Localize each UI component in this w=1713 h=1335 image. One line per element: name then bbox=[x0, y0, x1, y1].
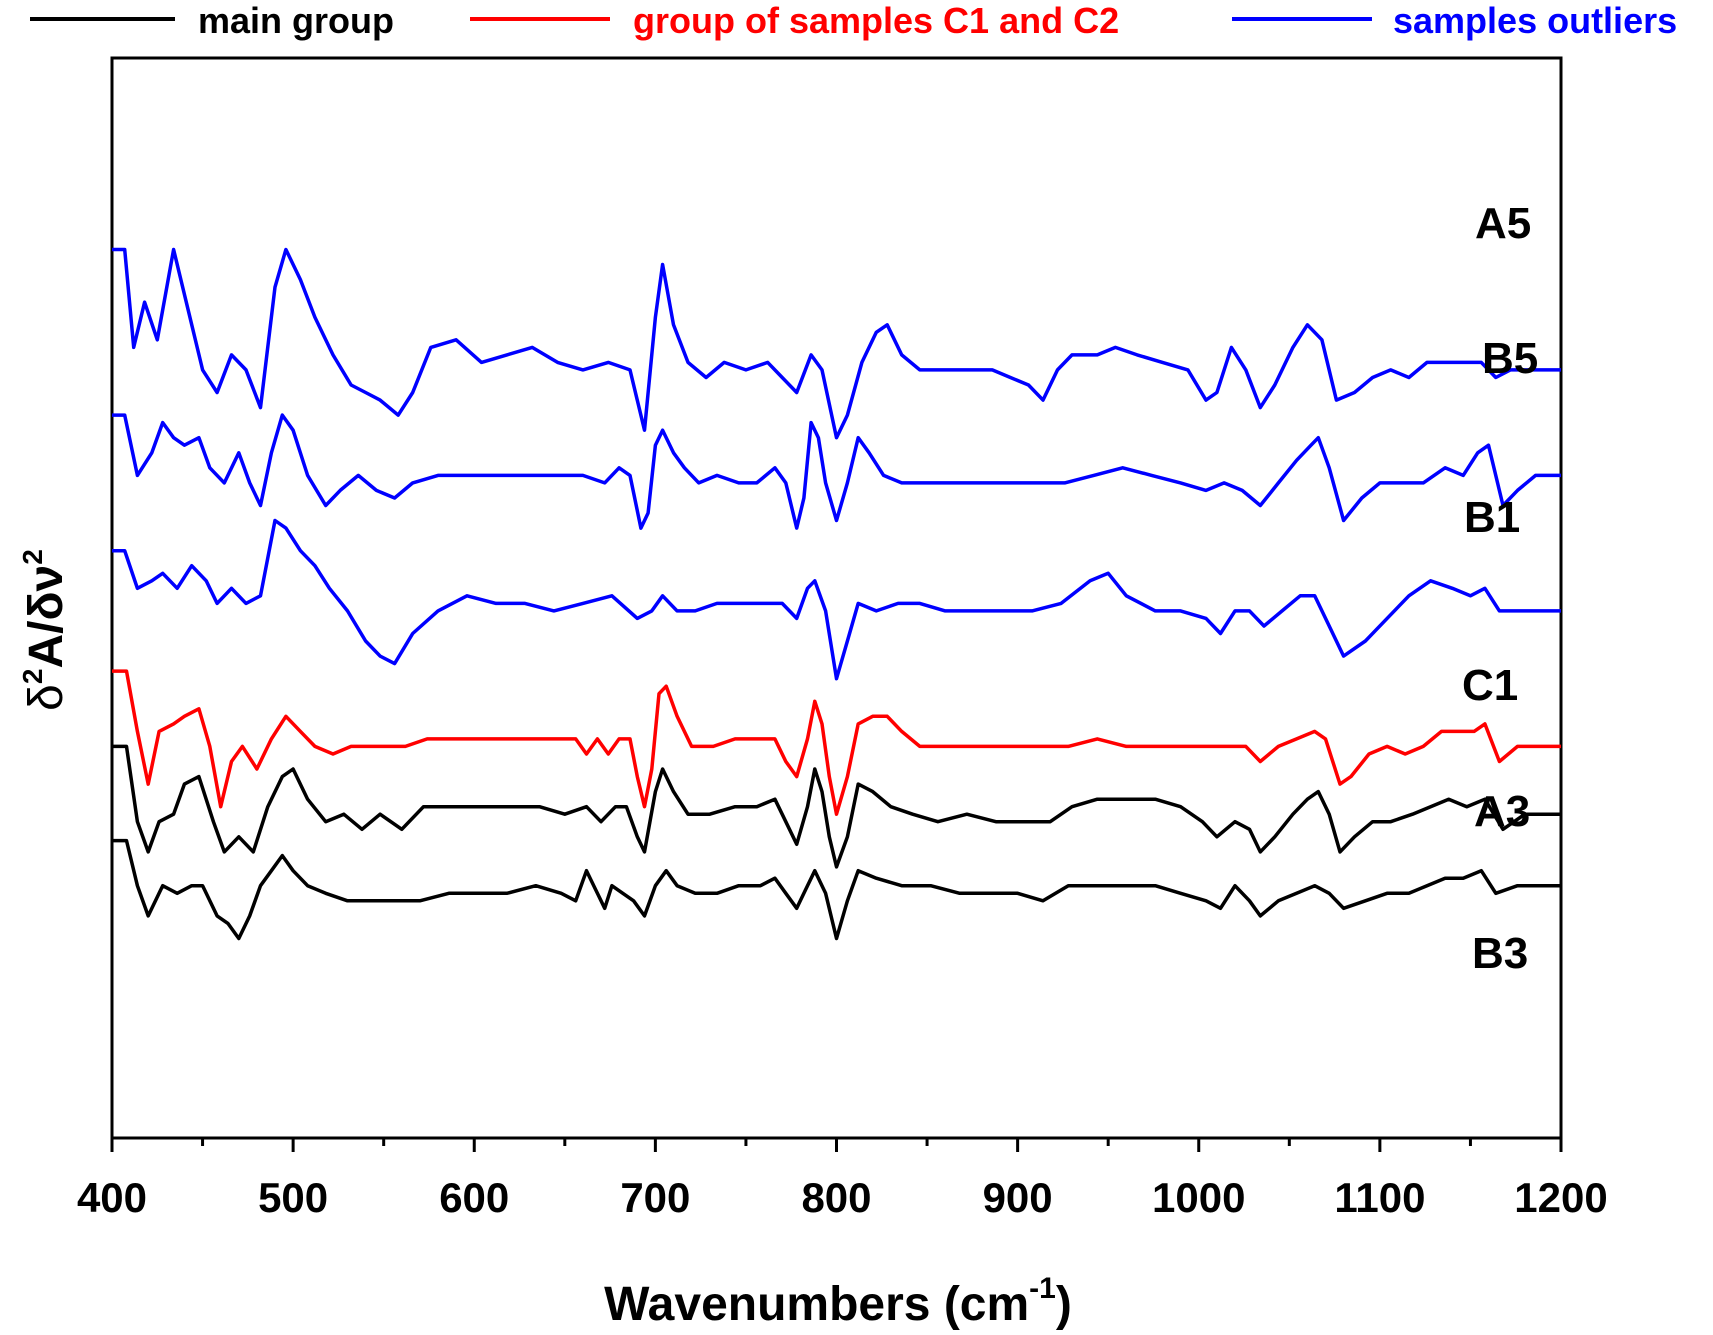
x-tick-label-700: 700 bbox=[620, 1174, 690, 1221]
y-axis-title: δ2A/δν2 bbox=[17, 549, 73, 711]
x-axis-tick-labels: 400 500 600 700 800 900 1000 1100 1200 bbox=[77, 1174, 1608, 1221]
x-tick-label-800: 800 bbox=[801, 1174, 871, 1221]
series-label-c1: C1 bbox=[1462, 661, 1518, 710]
x-tick-label-400: 400 bbox=[77, 1174, 147, 1221]
x-axis-title: Wavenumbers (cm-1) bbox=[604, 1272, 1072, 1331]
series-line-a5 bbox=[112, 247, 1561, 440]
series-label-a5: A5 bbox=[1475, 199, 1531, 248]
legend-label-outliers: samples outliers bbox=[1393, 0, 1677, 41]
legend-label-main-group: main group bbox=[198, 0, 394, 41]
series-line-b1 bbox=[112, 518, 1561, 681]
x-axis-title-superscript: -1 bbox=[1029, 1272, 1056, 1305]
series-label-b1: B1 bbox=[1464, 493, 1520, 542]
legend: main group group of samples C1 and C2 sa… bbox=[30, 0, 1677, 41]
series-label-a3: A3 bbox=[1474, 787, 1530, 836]
x-axis-ticks bbox=[110, 1138, 1563, 1152]
x-tick-label-1100: 1100 bbox=[1334, 1174, 1425, 1221]
series-labels: A5 B5 B1 C1 A3 B3 bbox=[1462, 199, 1538, 978]
series-label-b5: B5 bbox=[1482, 334, 1538, 383]
x-tick-label-900: 900 bbox=[983, 1174, 1053, 1221]
legend-label-c1-c2: group of samples C1 and C2 bbox=[633, 0, 1119, 41]
series-group bbox=[112, 247, 1561, 941]
x-tick-label-1200: 1200 bbox=[1514, 1174, 1607, 1221]
x-axis-title-close: ) bbox=[1056, 1278, 1072, 1331]
series-line-b5 bbox=[112, 413, 1561, 530]
series-line-c1 bbox=[112, 669, 1561, 816]
x-tick-label-1000: 1000 bbox=[1152, 1174, 1245, 1221]
x-tick-label-500: 500 bbox=[258, 1174, 328, 1221]
plot-frame bbox=[110, 56, 1563, 1140]
series-label-b3: B3 bbox=[1472, 929, 1528, 978]
x-tick-label-600: 600 bbox=[439, 1174, 509, 1221]
series-line-a3 bbox=[112, 744, 1561, 869]
series-line-b3 bbox=[112, 838, 1561, 941]
